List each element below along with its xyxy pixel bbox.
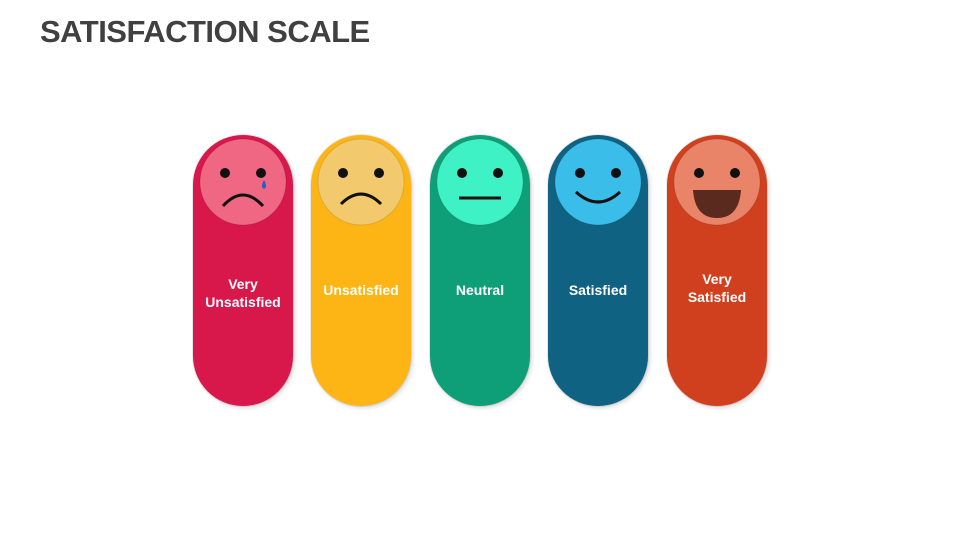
item-label: Very Satisfied [687,271,747,305]
face-icon [199,138,287,226]
item-label: Satisfied [568,282,628,298]
face-icon [317,138,405,226]
scale-item: Satisfied [548,135,648,406]
item-label: Very Unsatisfied [205,276,281,310]
item-label: Neutral [455,282,505,298]
slide-title: SATISFACTION SCALE [40,14,370,49]
face-icon [554,138,642,226]
scale-item: Unsatisfied [311,135,411,406]
item-label: Unsatisfied [323,282,399,298]
scale-item: Neutral [430,135,530,406]
scale-item: Very Satisfied [667,135,767,406]
face-icon [436,138,524,226]
face-icon [673,138,761,226]
scale-item: Very Unsatisfied [193,135,293,406]
